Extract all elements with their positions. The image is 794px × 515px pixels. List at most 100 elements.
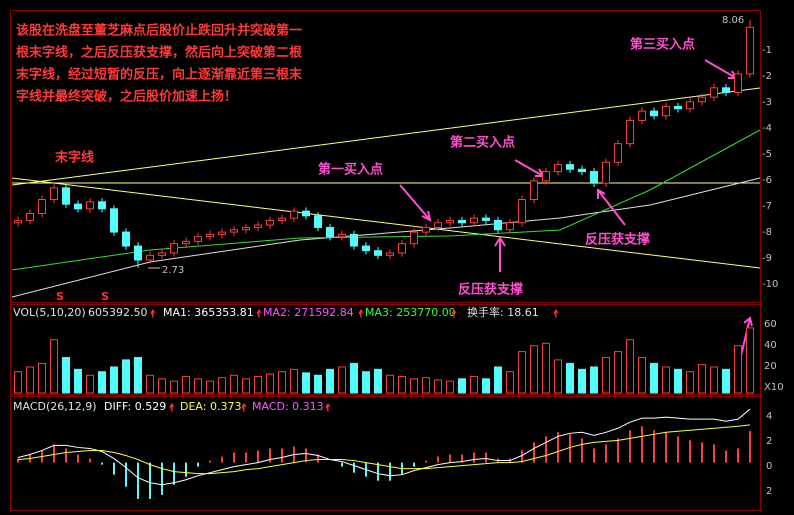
candle-body bbox=[578, 168, 586, 173]
macd-axis-label: 0 bbox=[766, 461, 772, 472]
volume-bar bbox=[626, 339, 634, 394]
candle-body bbox=[362, 245, 370, 252]
candle-body bbox=[410, 231, 418, 245]
volume-bar bbox=[314, 374, 322, 394]
candle-body bbox=[170, 243, 178, 254]
candle-body bbox=[458, 219, 466, 224]
volume-bar bbox=[206, 380, 214, 394]
annotation: 第一买入点 bbox=[318, 162, 383, 178]
volume-bar bbox=[386, 374, 394, 394]
volume-bar bbox=[614, 351, 622, 394]
candle-body bbox=[494, 219, 502, 231]
volume-bar bbox=[98, 371, 106, 394]
candle-body bbox=[122, 231, 130, 247]
volume-bar bbox=[506, 371, 514, 394]
note-line: 字线并最终突破，之后股价加速上扬！ bbox=[16, 89, 237, 105]
macd-title: MACD(26,12,9) bbox=[13, 400, 97, 413]
volume-bar bbox=[146, 374, 154, 394]
volume-bar bbox=[218, 377, 226, 394]
candle-body bbox=[182, 240, 190, 245]
vol-ma1: MA1: 365353.81 bbox=[163, 306, 254, 319]
volume-bar bbox=[182, 375, 190, 394]
volume-bar bbox=[110, 366, 118, 394]
dea-line bbox=[17, 424, 751, 475]
macd-header: MACD(26,12,9) DIFF: 0.529 DEA: 0.373 MAC… bbox=[13, 400, 324, 413]
candle-body bbox=[74, 203, 82, 210]
annotation: 末字线 bbox=[54, 150, 94, 166]
y-axis-label: -6 bbox=[762, 175, 772, 186]
candle-body bbox=[146, 254, 154, 261]
candle-body bbox=[398, 243, 406, 254]
annotation: 反压获支撑 bbox=[458, 282, 523, 298]
candle-body bbox=[134, 245, 142, 261]
volume-bar bbox=[686, 371, 694, 394]
candle-body bbox=[542, 171, 550, 182]
volume-bar bbox=[14, 371, 22, 394]
candle-body bbox=[638, 110, 646, 121]
annotation: 反压获支撑 bbox=[585, 232, 650, 248]
vol-axis-label: 20 bbox=[764, 361, 777, 372]
y-axis-label: -2 bbox=[762, 71, 772, 82]
candle-body bbox=[470, 217, 478, 224]
candle-body bbox=[566, 164, 574, 170]
volume-bar bbox=[554, 359, 562, 394]
volume-bar bbox=[662, 366, 670, 394]
candle-body bbox=[506, 222, 514, 231]
volume-bar bbox=[158, 378, 166, 394]
volume-bar bbox=[278, 371, 286, 394]
volume-bar bbox=[542, 342, 550, 394]
candle-body bbox=[26, 212, 34, 221]
y-axis-label: -10 bbox=[762, 279, 778, 290]
y-axis-label: -3 bbox=[762, 97, 772, 108]
candle-body bbox=[626, 119, 634, 145]
y-axis-label: -4 bbox=[762, 123, 772, 134]
volume-bar bbox=[566, 362, 574, 394]
volume-bar bbox=[638, 357, 646, 394]
volume-bar bbox=[518, 351, 526, 394]
candle-body bbox=[422, 226, 430, 233]
vol-axis-label: 40 bbox=[764, 340, 777, 351]
macd-label: MACD: 0.313 bbox=[252, 400, 324, 413]
candle-body bbox=[722, 87, 730, 93]
diff-line bbox=[17, 408, 751, 486]
frames bbox=[10, 10, 761, 511]
candle-body bbox=[518, 199, 526, 224]
volume-bar bbox=[494, 366, 502, 394]
volume-bar bbox=[242, 378, 250, 394]
candle-body bbox=[662, 105, 670, 117]
vol-title: VOL(5,10,20) bbox=[13, 306, 86, 319]
candle-body bbox=[158, 252, 166, 256]
volume-bar bbox=[26, 366, 34, 394]
volume-bar bbox=[38, 362, 46, 394]
candle-body bbox=[242, 226, 250, 231]
volume-bar bbox=[62, 357, 70, 394]
volume-bar bbox=[338, 366, 346, 394]
volume-bar bbox=[398, 375, 406, 394]
volume-bar bbox=[602, 357, 610, 394]
candle-body bbox=[278, 217, 286, 221]
candle-body bbox=[302, 210, 310, 217]
candle-body bbox=[482, 217, 490, 221]
volume-bar bbox=[650, 362, 658, 394]
candle-body bbox=[554, 164, 562, 173]
macd-axis-label: 2 bbox=[766, 486, 772, 497]
dea-label: DEA: 0.373 bbox=[180, 400, 241, 413]
macd-axis-label: 4 bbox=[766, 411, 772, 422]
vol-value: 605392.50 bbox=[88, 306, 148, 319]
vol-ma2: MA2: 271592.84 bbox=[263, 306, 354, 319]
candle-body bbox=[98, 201, 106, 210]
volume-bar bbox=[482, 378, 490, 394]
candle-body bbox=[110, 208, 118, 233]
up-arrows bbox=[150, 308, 559, 412]
volume-bar bbox=[170, 380, 178, 394]
candle-body bbox=[674, 105, 682, 110]
volume-bar bbox=[422, 377, 430, 394]
volume-bar bbox=[194, 378, 202, 394]
candle-body bbox=[698, 96, 706, 103]
volume-bar bbox=[710, 366, 718, 394]
volume-bar bbox=[374, 368, 382, 394]
candle-body bbox=[38, 199, 46, 214]
volume-bar bbox=[578, 368, 586, 394]
